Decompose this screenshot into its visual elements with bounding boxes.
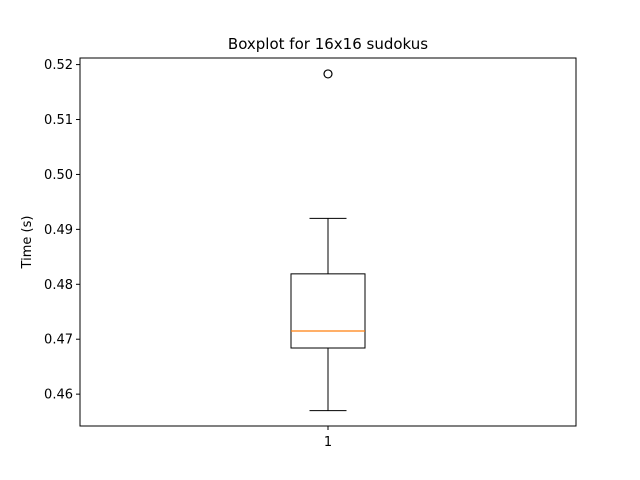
y-axis: 0.46 0.47 0.48 0.49 0.50 0.51 0.52 bbox=[44, 58, 80, 403]
y-tick-label: 0.50 bbox=[44, 168, 73, 183]
box-1 bbox=[290, 69, 366, 412]
y-tick-label: 0.52 bbox=[44, 58, 73, 73]
y-tick-label: 0.46 bbox=[44, 388, 73, 403]
outlier-point bbox=[323, 69, 333, 79]
axes-frame bbox=[79, 57, 577, 427]
y-tick-label: 0.48 bbox=[44, 278, 73, 293]
y-tick-label: 0.47 bbox=[44, 333, 73, 348]
plot-area bbox=[290, 69, 366, 412]
box-iqr bbox=[290, 273, 366, 349]
y-tick-label: 0.51 bbox=[44, 113, 73, 128]
y-axis-label: Time (s) bbox=[20, 216, 35, 270]
x-tick-label: 1 bbox=[324, 435, 332, 450]
chart-title: Boxplot for 16x16 sudokus bbox=[228, 35, 428, 53]
y-tick-label: 0.49 bbox=[44, 223, 73, 238]
x-axis: 1 bbox=[324, 426, 332, 450]
